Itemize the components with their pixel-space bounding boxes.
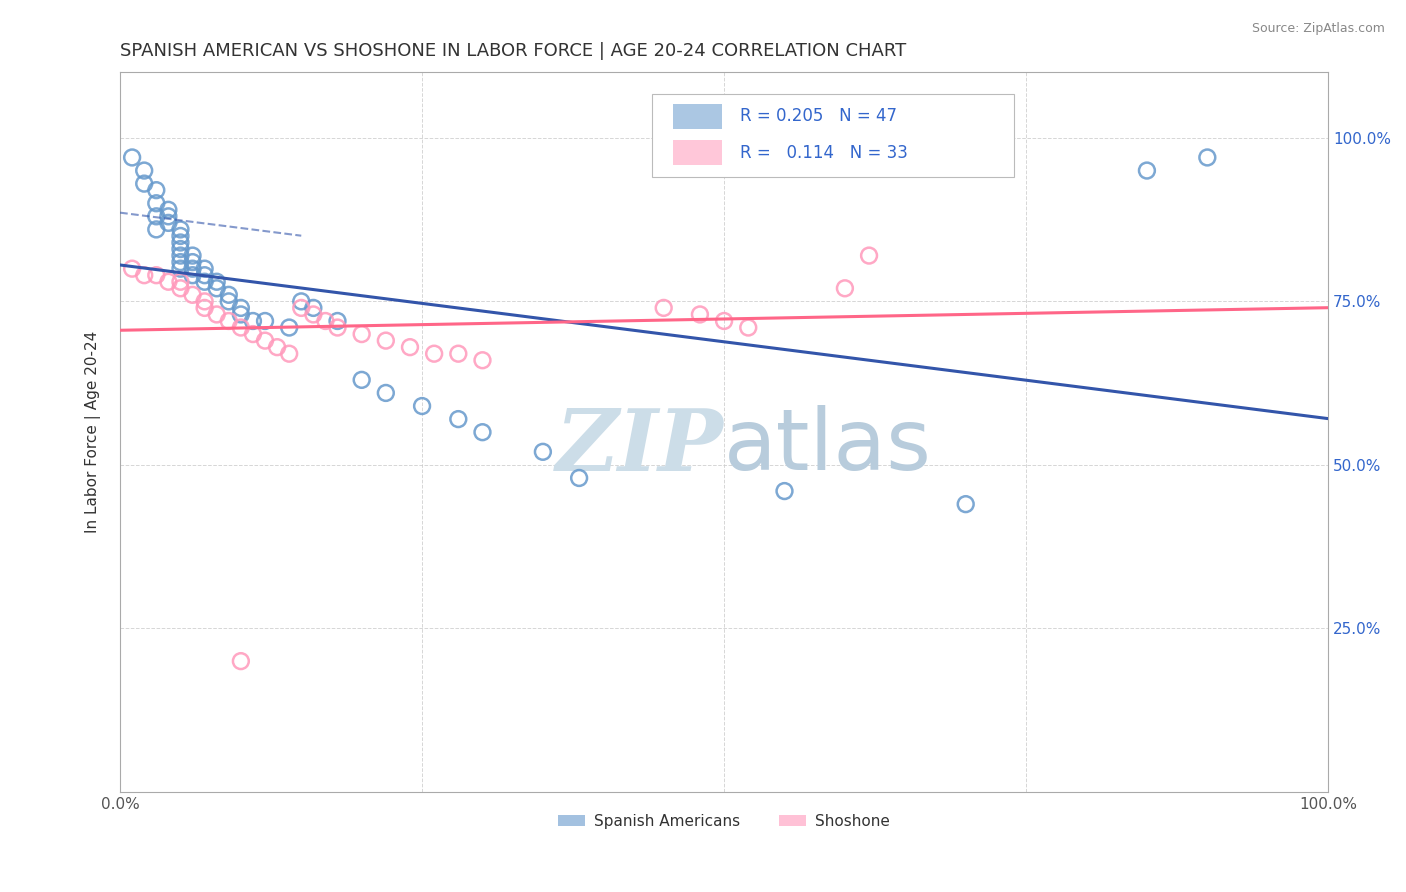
Point bbox=[773, 484, 796, 499]
Point bbox=[205, 275, 228, 289]
Point bbox=[145, 196, 167, 211]
Point bbox=[157, 216, 180, 230]
Bar bbox=[673, 104, 721, 128]
Point bbox=[858, 249, 880, 263]
Point bbox=[169, 261, 191, 276]
Point bbox=[229, 301, 252, 315]
Point bbox=[253, 314, 276, 328]
Point bbox=[157, 210, 180, 224]
Point bbox=[229, 320, 252, 334]
Point bbox=[145, 183, 167, 197]
Point bbox=[134, 177, 156, 191]
Point bbox=[194, 268, 217, 283]
Point bbox=[181, 249, 204, 263]
Point bbox=[121, 261, 143, 276]
Text: R =   0.114   N = 33: R = 0.114 N = 33 bbox=[740, 144, 908, 161]
Point bbox=[1136, 163, 1159, 178]
Point bbox=[169, 242, 191, 256]
Text: R = 0.205   N = 47: R = 0.205 N = 47 bbox=[740, 107, 897, 126]
Point bbox=[145, 222, 167, 236]
Point bbox=[169, 249, 191, 263]
Point bbox=[1197, 151, 1219, 165]
Point bbox=[713, 314, 735, 328]
Point bbox=[399, 340, 422, 354]
Point bbox=[411, 399, 433, 413]
Point bbox=[169, 281, 191, 295]
Text: SPANISH AMERICAN VS SHOSHONE IN LABOR FORCE | AGE 20-24 CORRELATION CHART: SPANISH AMERICAN VS SHOSHONE IN LABOR FO… bbox=[120, 42, 907, 60]
Point bbox=[350, 373, 373, 387]
Point bbox=[326, 314, 349, 328]
Point bbox=[302, 308, 325, 322]
Point bbox=[374, 334, 396, 348]
Point bbox=[447, 347, 470, 361]
Point bbox=[194, 275, 217, 289]
Point bbox=[229, 308, 252, 322]
Point bbox=[169, 222, 191, 236]
Point bbox=[350, 327, 373, 342]
Point bbox=[169, 255, 191, 269]
Point bbox=[145, 268, 167, 283]
Point bbox=[218, 288, 240, 302]
Point bbox=[471, 425, 494, 440]
Text: ZIP: ZIP bbox=[557, 405, 724, 488]
Point bbox=[181, 268, 204, 283]
Point bbox=[134, 163, 156, 178]
Point bbox=[689, 308, 711, 322]
Y-axis label: In Labor Force | Age 20-24: In Labor Force | Age 20-24 bbox=[86, 331, 101, 533]
Point bbox=[194, 294, 217, 309]
Point bbox=[194, 301, 217, 315]
Point bbox=[423, 347, 446, 361]
Point bbox=[181, 255, 204, 269]
Point bbox=[266, 340, 288, 354]
Point bbox=[568, 471, 591, 485]
Point bbox=[121, 151, 143, 165]
Point bbox=[157, 275, 180, 289]
Point bbox=[302, 301, 325, 315]
Point bbox=[253, 334, 276, 348]
Point bbox=[326, 320, 349, 334]
Point bbox=[531, 445, 554, 459]
Point bbox=[278, 347, 301, 361]
Point bbox=[181, 261, 204, 276]
Point bbox=[205, 308, 228, 322]
Point bbox=[242, 314, 264, 328]
Point bbox=[447, 412, 470, 426]
Point bbox=[169, 275, 191, 289]
Point bbox=[471, 353, 494, 368]
FancyBboxPatch shape bbox=[651, 94, 1014, 177]
Point bbox=[834, 281, 856, 295]
Point bbox=[145, 210, 167, 224]
Point bbox=[955, 497, 977, 511]
Point bbox=[181, 288, 204, 302]
Point bbox=[314, 314, 336, 328]
Point bbox=[290, 294, 312, 309]
Point bbox=[157, 202, 180, 217]
Point bbox=[169, 235, 191, 250]
Point bbox=[290, 301, 312, 315]
Point bbox=[278, 320, 301, 334]
Point bbox=[242, 327, 264, 342]
Point bbox=[134, 268, 156, 283]
Point bbox=[737, 320, 759, 334]
Legend: Spanish Americans, Shoshone: Spanish Americans, Shoshone bbox=[551, 807, 897, 835]
Point bbox=[229, 654, 252, 668]
Point bbox=[205, 281, 228, 295]
Point bbox=[169, 229, 191, 244]
Bar bbox=[673, 140, 721, 165]
Point bbox=[218, 294, 240, 309]
Point bbox=[652, 301, 675, 315]
Point bbox=[218, 314, 240, 328]
Point bbox=[374, 386, 396, 401]
Text: Source: ZipAtlas.com: Source: ZipAtlas.com bbox=[1251, 22, 1385, 36]
Text: atlas: atlas bbox=[724, 405, 932, 488]
Point bbox=[194, 261, 217, 276]
